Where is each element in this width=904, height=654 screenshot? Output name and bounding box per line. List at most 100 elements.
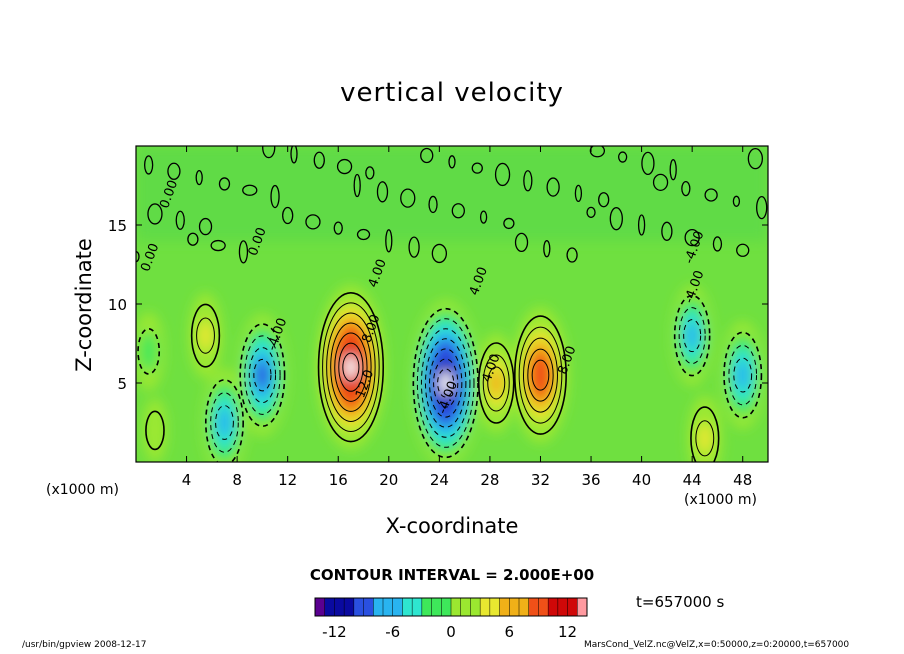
contour-line: [210, 239, 226, 252]
contour-line: [523, 170, 533, 192]
contour-line: [408, 236, 420, 258]
colorbar-segment: [412, 598, 423, 616]
colorbar-tick-label: 0: [446, 623, 456, 641]
contour-line: [342, 352, 360, 382]
chart-title: vertical velocity: [340, 78, 564, 108]
cell-10: [688, 395, 722, 462]
colorbar-frame: [314, 597, 588, 617]
colorbar-segment: [499, 598, 510, 616]
contour-line: [514, 315, 567, 435]
colorbar-segment: [324, 598, 335, 616]
x-unit-left: (x1000 m): [46, 482, 119, 498]
contour-line: [712, 236, 723, 252]
contour-line: [637, 214, 646, 236]
colorbar-segment: [363, 598, 374, 616]
contour-line: [385, 229, 393, 253]
colorbar-segment: [538, 598, 549, 616]
contour-line: [242, 184, 258, 196]
contour-line: [747, 147, 764, 170]
colorbar-segment: [373, 598, 384, 616]
contour-line: [143, 155, 154, 175]
colorbar-segment: [315, 598, 326, 616]
cell-5: [411, 300, 481, 462]
contour-line: [218, 177, 231, 191]
contour-line: [334, 332, 368, 402]
cell-3: [188, 292, 223, 379]
colorbar-segment: [353, 598, 365, 616]
contour-line: [376, 181, 389, 203]
colorbar-segment: [344, 598, 355, 616]
cell-6: [476, 333, 517, 433]
contour-line: [145, 410, 165, 451]
contour-line: [433, 358, 459, 408]
contour-line: [728, 344, 758, 406]
colorbar-segment: [451, 598, 462, 616]
contour-line: [282, 206, 294, 225]
contour-line: [527, 348, 554, 402]
contour-line: [326, 312, 376, 422]
contour-line: [238, 240, 249, 264]
contour-interval-label: CONTOUR INTERVAL = 2.000E+00: [309, 566, 595, 584]
contour-line: [678, 307, 706, 365]
contour-line: [681, 181, 691, 197]
time-label: t=657000 s: [636, 593, 725, 611]
contour-line: [420, 328, 471, 438]
y-tick-label: 10: [108, 296, 127, 314]
contour-line: [736, 243, 750, 257]
contour-line: [641, 151, 655, 176]
contour-line: [732, 195, 741, 207]
y-axis-label: Z-coordinate: [72, 238, 96, 372]
colorbar-segment: [421, 598, 433, 616]
footer-right: MarsCond_VelZ.nc@VelZ,x=0:50000,z=0:2000…: [584, 640, 850, 650]
colorbar-segment: [441, 598, 452, 616]
contour-line: [543, 240, 551, 258]
contour-line: [336, 158, 353, 175]
contour-line: [477, 342, 515, 424]
contour-line: [290, 146, 298, 164]
contour-line: [471, 162, 483, 174]
contour-line: [690, 406, 720, 462]
y-tick-label: 5: [117, 375, 127, 393]
contour-line: [356, 228, 371, 241]
contour-line: [338, 342, 364, 392]
x-tick-label: 36: [581, 471, 600, 489]
contour-line: [683, 319, 702, 353]
contour-line: [451, 203, 465, 219]
contour-line: [270, 184, 280, 209]
contour-line: [695, 420, 715, 457]
contour-line: [546, 177, 560, 197]
contour-line: [661, 221, 673, 241]
contour-line: [424, 338, 467, 428]
contour-line: [617, 151, 628, 163]
contour-line: [704, 188, 718, 202]
colorbar-tick-label: -12: [322, 623, 347, 641]
contour-line: [317, 292, 385, 443]
contour-line: [204, 379, 244, 462]
contour-line: [431, 243, 448, 264]
cell-4: [316, 284, 386, 450]
contour-line: [147, 203, 163, 225]
footer-left: /usr/bin/gpview 2008-12-17: [22, 640, 147, 650]
cell-1: [202, 368, 247, 462]
colorbar-segment: [489, 598, 501, 616]
contour-line: [684, 228, 700, 247]
contour-line: [756, 195, 768, 220]
colorbar-segment: [557, 598, 569, 616]
colorbar-tick-label: 12: [558, 623, 577, 641]
contour-line: [187, 232, 199, 246]
cell-2: [237, 314, 288, 436]
contour-line: [416, 318, 475, 448]
contour-line: [353, 173, 361, 198]
x-tick-label: 48: [733, 471, 752, 489]
contour-line: [136, 250, 140, 263]
contour-line: [400, 188, 416, 208]
contour-line: [244, 335, 281, 415]
contour-line: [652, 173, 669, 191]
x-tick-label: 4: [182, 471, 192, 489]
contour-line: [420, 147, 434, 164]
contour-line: [330, 322, 372, 412]
contour-line: [482, 354, 510, 412]
cell-9: [721, 321, 765, 429]
colorbar-segment: [470, 598, 481, 616]
contour-line: [428, 195, 438, 214]
